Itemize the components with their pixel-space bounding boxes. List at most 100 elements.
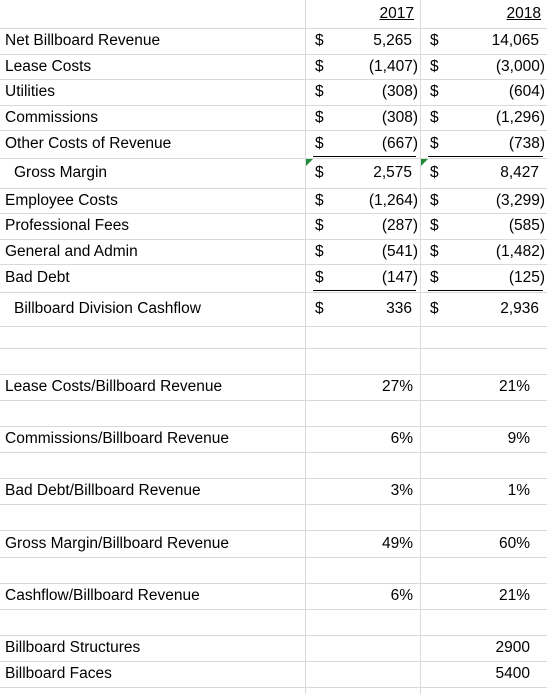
row-label: Billboard Structures xyxy=(5,639,141,656)
grid-line xyxy=(0,687,547,688)
currency-symbol: $ xyxy=(315,83,324,100)
grid-line xyxy=(0,54,547,55)
currency-symbol: $ xyxy=(430,269,439,286)
cell-value: (3,000) xyxy=(495,57,545,75)
grid-line xyxy=(0,374,547,375)
cell-value: 3% xyxy=(390,482,413,499)
cell-value: 14,065 xyxy=(491,32,539,49)
grid-line xyxy=(0,478,547,479)
currency-symbol: $ xyxy=(315,135,324,152)
cell-value: (308) xyxy=(381,108,418,126)
currency-symbol: $ xyxy=(315,164,324,181)
underline xyxy=(313,290,416,291)
cell-value: (147) xyxy=(381,269,418,286)
row-label: Utilities xyxy=(5,83,55,100)
grid-line xyxy=(0,557,547,558)
currency-symbol: $ xyxy=(430,32,439,49)
currency-symbol: $ xyxy=(430,191,439,209)
cell-value: 5400 xyxy=(495,665,530,682)
row-label: Professional Fees xyxy=(5,217,130,234)
grid-line xyxy=(0,661,547,662)
cell-value: 8,427 xyxy=(500,164,539,181)
currency-symbol: $ xyxy=(315,269,324,286)
currency-symbol: $ xyxy=(430,217,439,234)
currency-symbol: $ xyxy=(430,57,439,75)
grid-line xyxy=(420,0,421,694)
cell-value: 2900 xyxy=(495,639,530,656)
row-label: Gross Margin/Billboard Revenue xyxy=(5,534,229,552)
row-label: Net Billboard Revenue xyxy=(5,32,161,49)
cell-value: (308) xyxy=(381,83,418,100)
grid-line xyxy=(0,239,547,240)
grid-line xyxy=(0,635,547,636)
row-label: Billboard Faces xyxy=(5,665,112,682)
cell-value: 9% xyxy=(507,430,530,447)
row-label: Commissions xyxy=(5,108,99,126)
row-label: Lease Costs/Billboard Revenue xyxy=(5,378,223,395)
row-label: General and Admin xyxy=(5,242,138,260)
grid-line xyxy=(0,583,547,584)
row-label: Employee Costs xyxy=(5,191,118,209)
cell-value: 6% xyxy=(390,587,413,604)
cell-value: 1% xyxy=(507,482,530,499)
grid-line xyxy=(0,348,547,349)
currency-symbol: $ xyxy=(430,164,439,181)
cell-value: 336 xyxy=(386,300,412,317)
currency-symbol: $ xyxy=(315,108,324,126)
grid-line xyxy=(0,452,547,453)
grid-line xyxy=(305,0,306,694)
grid-line xyxy=(0,400,547,401)
error-flag xyxy=(421,159,428,166)
cell-value: (738) xyxy=(508,135,545,152)
cell-value: (125) xyxy=(508,269,545,286)
cell-value: (1,407) xyxy=(368,57,418,75)
cell-value: 49% xyxy=(381,534,413,552)
row-label: Gross Margin xyxy=(14,164,108,181)
cell-value: 2,575 xyxy=(373,164,412,181)
underline xyxy=(428,156,543,157)
grid-line xyxy=(0,426,547,427)
grid-line xyxy=(0,28,547,29)
row-label: Other Costs of Revenue xyxy=(5,135,172,152)
currency-symbol: $ xyxy=(430,83,439,100)
currency-symbol: $ xyxy=(430,242,439,260)
cell-value: (1,482) xyxy=(495,242,545,260)
cell-value: 21% xyxy=(498,378,530,395)
currency-symbol: $ xyxy=(430,108,439,126)
grid-line xyxy=(0,105,547,106)
row-label: Bad Debt xyxy=(5,269,70,286)
currency-symbol: $ xyxy=(315,32,324,49)
currency-symbol: $ xyxy=(430,135,439,152)
currency-symbol: $ xyxy=(315,57,324,75)
row-label: Cashflow/Billboard Revenue xyxy=(5,587,200,604)
currency-symbol: $ xyxy=(430,300,439,317)
cell-value: (3,299) xyxy=(495,191,545,209)
cell-value: (1,296) xyxy=(495,108,545,126)
cell-value: (287) xyxy=(381,217,418,234)
cell-value: (1,264) xyxy=(368,191,418,209)
cell-value: 2,936 xyxy=(500,300,539,317)
currency-symbol: $ xyxy=(315,217,324,234)
currency-symbol: $ xyxy=(315,300,324,317)
year-header: 2018 xyxy=(506,5,541,22)
row-label: Commissions/Billboard Revenue xyxy=(5,430,229,447)
cell-value: 60% xyxy=(498,534,530,552)
grid-line xyxy=(0,130,547,131)
grid-line xyxy=(0,530,547,531)
row-label: Lease Costs xyxy=(5,57,92,75)
cell-value: 5,265 xyxy=(373,32,412,49)
grid-line xyxy=(0,292,547,293)
currency-symbol: $ xyxy=(315,242,324,260)
year-header: 2017 xyxy=(379,5,414,22)
underline xyxy=(313,156,416,157)
cell-value: (667) xyxy=(381,135,418,152)
grid-line xyxy=(0,609,547,610)
cell-value: (585) xyxy=(508,217,545,234)
grid-line xyxy=(0,79,547,80)
grid-line xyxy=(0,213,547,214)
underline xyxy=(428,290,543,291)
error-flag xyxy=(306,159,313,166)
cell-value: 27% xyxy=(381,378,413,395)
cell-value: (541) xyxy=(381,242,418,260)
